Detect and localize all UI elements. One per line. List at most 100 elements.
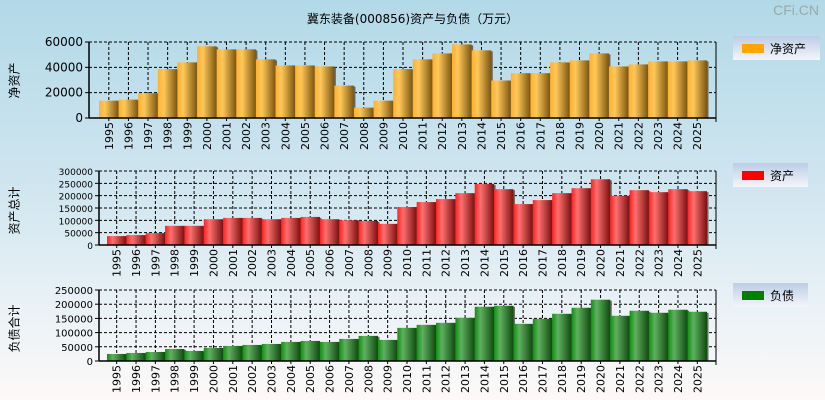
bar-2014 <box>474 306 495 361</box>
chart-2: 0 50000 100000 150000 200000 250000 1995 1996 19… <box>55 286 717 393</box>
bar-2009 <box>377 223 398 245</box>
bar-2023 <box>648 192 669 245</box>
x-tick-label: 2009 <box>382 365 395 393</box>
legend-swatch <box>742 43 764 53</box>
x-tick-label: 2011 <box>420 249 433 277</box>
x-tick-label: 2013 <box>459 365 472 393</box>
x-tick-label: 2021 <box>614 249 627 277</box>
x-tick-label: 2009 <box>377 122 390 150</box>
bar-1999 <box>184 350 204 361</box>
bar-2017 <box>532 318 553 361</box>
y-tick-label: 150000 <box>59 205 94 215</box>
y-tick-label: 60000 <box>45 35 83 49</box>
x-tick-label: 2002 <box>240 122 253 150</box>
x-tick-label: 2007 <box>343 249 356 277</box>
bar-1995 <box>107 236 127 245</box>
bar-2011 <box>416 324 437 361</box>
x-tick-label: 1997 <box>149 365 162 393</box>
x-tick-label: 2008 <box>358 122 371 150</box>
y-tick-label: 100000 <box>59 217 94 227</box>
y-tick-label: 200000 <box>55 300 93 311</box>
x-tick-label: 2003 <box>266 365 279 393</box>
bar-2002 <box>242 217 262 245</box>
bar-2017 <box>530 73 551 118</box>
bar-2007 <box>339 338 359 361</box>
x-tick-label: 2014 <box>478 365 491 393</box>
bar-2004 <box>281 217 301 245</box>
bar-2001 <box>223 217 243 245</box>
bar-2001 <box>223 345 243 361</box>
x-tick-label: 2024 <box>672 122 685 150</box>
bar-2020 <box>590 299 611 361</box>
x-tick-label: 2017 <box>534 122 547 150</box>
x-tick-label: 2019 <box>575 249 588 277</box>
bar-2007 <box>339 220 359 245</box>
y-tick-label: 20000 <box>45 86 83 100</box>
legend-label: 净资产 <box>770 41 807 56</box>
y-tick-label: 0 <box>87 357 93 368</box>
bar-2021 <box>610 315 630 361</box>
x-tick-label: 2004 <box>285 249 298 277</box>
bar-2008 <box>353 107 374 118</box>
x-tick-label: 2022 <box>632 122 645 150</box>
x-tick-label: 2021 <box>614 365 627 393</box>
legend-liabilities: 负债 <box>733 283 808 307</box>
x-tick-label: 2010 <box>401 365 414 393</box>
bar-2002 <box>242 344 262 361</box>
x-tick-label: 2024 <box>672 249 685 277</box>
y-tick-label: 100000 <box>55 329 93 340</box>
bar-2004 <box>281 341 301 361</box>
y-tick-label: 40000 <box>45 60 83 74</box>
x-tick-label: 2019 <box>575 365 588 393</box>
x-tick-label: 2018 <box>556 365 569 393</box>
x-tick-label: 2018 <box>556 249 569 277</box>
x-tick-label: 2015 <box>495 122 508 150</box>
x-tick-label: 1999 <box>188 249 201 277</box>
x-tick-label: 2025 <box>691 365 704 393</box>
bar-2023 <box>648 61 668 118</box>
bar-2015 <box>494 189 514 245</box>
bar-2000 <box>197 46 217 118</box>
bar-1996 <box>126 235 146 245</box>
x-tick-label: 1998 <box>162 122 175 150</box>
bar-2006 <box>314 66 335 118</box>
y-tick-label: 50000 <box>61 343 93 354</box>
x-tick-label: 1996 <box>122 122 135 150</box>
x-tick-label: 2022 <box>633 365 646 393</box>
bar-2005 <box>295 65 315 118</box>
x-tick-label: 1995 <box>103 122 116 150</box>
bar-2016 <box>510 73 531 118</box>
x-tick-label: 2015 <box>498 365 511 393</box>
x-tick-label: 2008 <box>362 249 375 277</box>
bar-2024 <box>667 61 688 118</box>
bar-2008 <box>358 335 378 361</box>
bar-2003 <box>255 59 276 118</box>
bar-2024 <box>668 189 688 245</box>
chart-0: 0 20000 40000 60000 1995 1996 1997 1998 1999 2000… <box>45 35 717 150</box>
bar-1997 <box>145 233 166 245</box>
x-tick-label: 2020 <box>595 249 608 277</box>
bar-2010 <box>393 69 413 118</box>
bar-2020 <box>589 53 609 118</box>
x-tick-label: 2006 <box>319 122 332 150</box>
bar-2018 <box>552 193 572 245</box>
legend-net-assets: 净资产 <box>733 36 820 60</box>
bar-2005 <box>300 216 320 245</box>
x-tick-label: 2000 <box>201 122 214 150</box>
x-tick-label: 2001 <box>227 365 240 393</box>
x-tick-label: 2021 <box>613 122 626 150</box>
y-tick-label: 200000 <box>59 193 94 203</box>
y-tick-label: 300000 <box>59 168 94 178</box>
bar-1996 <box>126 352 146 361</box>
bar-2014 <box>471 50 492 118</box>
bar-2025 <box>687 191 707 245</box>
bar-2011 <box>412 59 433 118</box>
bar-1997 <box>138 93 158 118</box>
bar-2013 <box>455 317 475 361</box>
bar-2011 <box>416 202 437 245</box>
x-tick-label: 2004 <box>279 122 292 150</box>
x-tick-label: 2015 <box>498 249 511 277</box>
x-tick-label: 2000 <box>207 365 220 393</box>
x-tick-label: 1996 <box>130 249 143 277</box>
